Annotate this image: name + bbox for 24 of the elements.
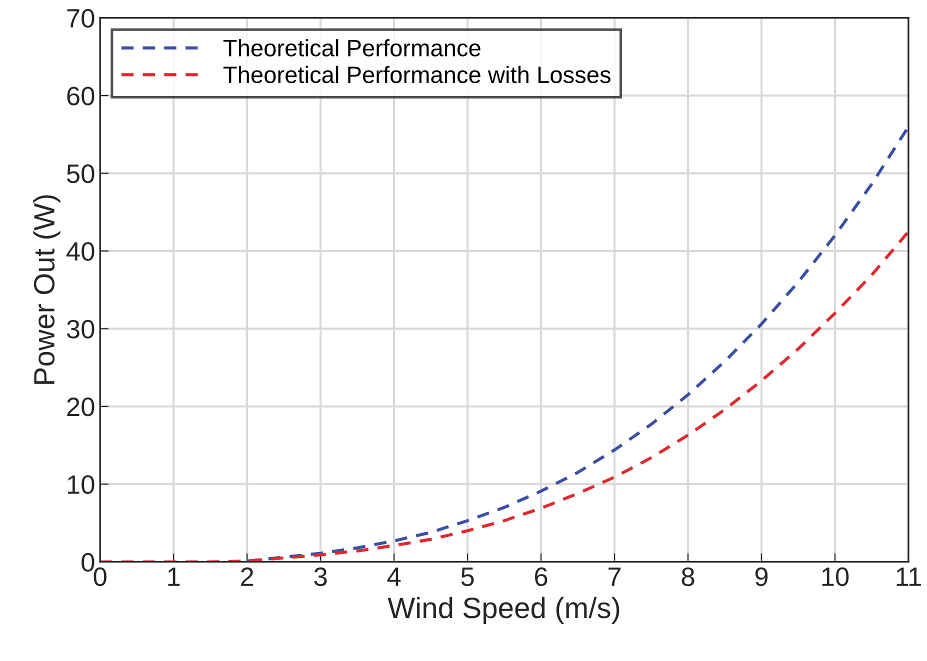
x-tick-label: 2: [241, 567, 254, 586]
y-tick-label: 20: [67, 398, 94, 416]
x-tick-label: 9: [755, 567, 768, 586]
x-tick-label: 0: [94, 567, 106, 586]
y-axis-title: Power Out (W): [33, 195, 60, 384]
x-tick-label: 4: [387, 568, 401, 586]
x-tick-label: 1: [168, 568, 180, 586]
x-tick-label: 8: [682, 567, 694, 586]
x-tick-label: 3: [314, 567, 327, 586]
y-tick-label: 30: [66, 320, 94, 339]
y-tick-label: 40: [66, 242, 94, 261]
x-tick-label: 6: [535, 567, 548, 586]
y-tick-label: 0: [82, 552, 94, 572]
x-tick-label: 10: [822, 567, 849, 586]
x-axis-title: Wind Speed (m/s): [388, 596, 620, 624]
x-tick-label: 7: [608, 568, 621, 586]
y-tick-label: 10: [68, 475, 94, 494]
y-tick-label: 50: [66, 164, 94, 184]
y-tick-label: 70: [67, 8, 94, 28]
x-tick-label: 11: [896, 568, 921, 586]
legend-label: Theoretical Performance with Losses: [223, 66, 610, 84]
x-tick-label: 5: [461, 568, 474, 586]
legend-label: Theoretical Performance: [223, 39, 480, 56]
y-tick-label: 60: [67, 86, 94, 106]
